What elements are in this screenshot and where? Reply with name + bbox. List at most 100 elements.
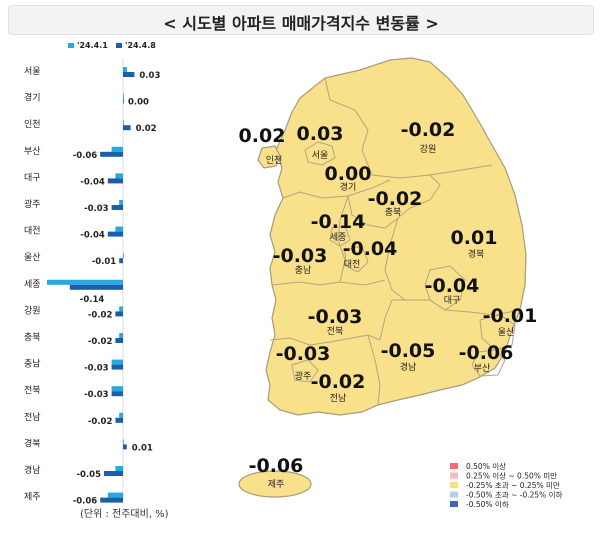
bar-prev <box>119 306 123 312</box>
value-label: 0.00 <box>128 98 149 108</box>
color-legend-label: 0.50% 이상 <box>466 461 506 471</box>
category-label: 경기 <box>24 92 41 104</box>
category-label: 대전 <box>24 226 41 237</box>
color-legend-swatch <box>450 491 458 498</box>
category-label: 경북 <box>24 437 41 449</box>
map-region-name: 광주 <box>295 370 312 382</box>
chart-title: < 시도별 아파트 매매가격지수 변동률 > <box>163 14 439 33</box>
bar-this <box>69 284 123 290</box>
color-legend-swatch <box>450 501 458 507</box>
category-label: 울산 <box>24 252 41 263</box>
map-region-name: 울산 <box>498 327 515 338</box>
category-label: 부산 <box>24 146 41 157</box>
korea-map <box>238 57 527 498</box>
boundary-gyeonggi-gangwon <box>324 77 373 176</box>
map-value-label: 0.03 <box>297 123 344 145</box>
bar-prev <box>123 439 124 445</box>
map-value-label: -0.03 <box>276 343 331 365</box>
map-value-label: -0.02 <box>368 188 423 210</box>
value-label: -0.03 <box>84 364 109 374</box>
boundary-gyeongnam-west <box>367 334 381 406</box>
bar-prev <box>47 279 123 285</box>
color-legend-label: -0.50% 초과 ~ -0.25% 이하 <box>466 490 563 500</box>
color-legend-swatch <box>450 482 458 488</box>
value-label: 0.02 <box>136 124 157 134</box>
value-label: -0.02 <box>88 337 113 347</box>
value-label: -0.05 <box>77 470 102 480</box>
color-legend: 0.50% 이상0.25% 이상 ~ 0.50% 미만-0.25% 초과 ~ 0… <box>450 461 563 509</box>
color-legend-label: -0.25% 초과 ~ 0.25% 미만 <box>466 481 560 490</box>
bar-this <box>107 231 123 237</box>
map-value-label: 0.02 <box>239 125 286 147</box>
map-value-label: -0.14 <box>311 211 366 233</box>
bar-this <box>123 98 124 104</box>
map-region-name: 경남 <box>400 361 417 373</box>
boundary-sejong <box>329 225 351 247</box>
bar-prev <box>111 359 123 365</box>
boundary-gyeonggi-south <box>282 179 391 199</box>
map-value-label: -0.06 <box>459 342 514 364</box>
map-value-label: -0.03 <box>308 306 363 328</box>
bar-prev <box>115 466 123 471</box>
map-region-name: 전남 <box>330 393 347 404</box>
map-region-name: 대전 <box>344 259 361 270</box>
map-value-label: 0.01 <box>451 227 498 249</box>
bar-prev <box>119 333 123 338</box>
category-label: 전북 <box>24 385 41 396</box>
bar-chart: 서울 0.03 경기 0.00 인천 0.02 부산 -0.06 대구 -0.04 광주 -0.03 대… <box>24 58 160 507</box>
map-region-name: 서울 <box>312 150 329 161</box>
boundary-daegu <box>424 265 466 311</box>
bar-this <box>115 338 123 343</box>
map-region-name: 강원 <box>420 144 437 155</box>
map-value-label: -0.03 <box>273 245 328 267</box>
color-legend-swatch <box>450 472 458 479</box>
map-region-name: 전북 <box>327 326 344 337</box>
map-value-label: -0.02 <box>401 119 456 141</box>
boundary-gyeong-jeolla <box>379 299 405 341</box>
map-value-label: -0.05 <box>381 340 436 362</box>
legend-label-this: '24.4.8 <box>125 41 156 50</box>
bar-legend: '24.4.1 '24.4.8 <box>68 41 156 50</box>
color-legend-label: -0.50% 이하 <box>466 499 509 509</box>
value-label: -0.06 <box>73 151 98 161</box>
category-label: 강원 <box>24 305 41 316</box>
map-region-name: 경기 <box>340 181 357 193</box>
bar-this <box>111 391 123 397</box>
map-region-name: 제주 <box>268 479 285 490</box>
value-label: -0.04 <box>80 177 105 187</box>
category-label: 제주 <box>24 492 41 503</box>
bar-prev <box>123 253 124 259</box>
map-region-name: 세종 <box>330 232 347 243</box>
bar-this <box>123 125 131 131</box>
bar-this <box>107 178 123 184</box>
map-value-label: -0.04 <box>425 275 480 297</box>
bar-this <box>123 72 135 77</box>
bar-prev <box>119 412 123 418</box>
map-region-name: 인천 <box>266 155 283 166</box>
boundary-chungnam-south <box>271 279 386 286</box>
bar-prev <box>119 200 123 205</box>
color-legend-label: 0.25% 이상 ~ 0.50% 미만 <box>466 471 557 481</box>
map-value-label: -0.01 <box>483 305 538 327</box>
unit-note: (단위 : 전주대비, %) <box>80 509 169 520</box>
map-region-name: 부산 <box>474 363 491 374</box>
bar-prev <box>123 120 124 126</box>
boundary-ulsan <box>479 314 516 351</box>
category-label: 전남 <box>24 412 41 423</box>
map-region-name: 충남 <box>295 265 312 276</box>
bar-this <box>111 364 123 370</box>
bar-this <box>100 151 123 157</box>
category-label: 대구 <box>24 172 41 183</box>
boundary-gyeongbuk-west <box>384 217 406 301</box>
bar-prev <box>107 492 123 498</box>
legend-label-prev: '24.4.1 <box>77 41 108 50</box>
boundary-busan <box>471 349 506 377</box>
boundary-gwangju <box>291 359 319 383</box>
category-label: 충북 <box>24 332 41 343</box>
value-label: -0.06 <box>73 497 98 507</box>
value-label: -0.02 <box>88 417 113 427</box>
boundary-chungnam-east <box>337 195 349 283</box>
bar-this <box>123 444 127 450</box>
